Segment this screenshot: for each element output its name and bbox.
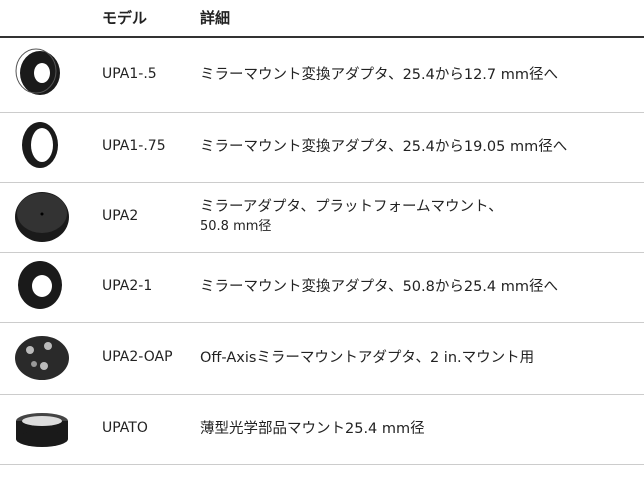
model-name: UPA2 xyxy=(102,208,139,224)
detail: 薄型光学部品マウント25.4 mm径 xyxy=(200,420,425,439)
product-image xyxy=(22,122,58,168)
detail-line: ミラーマウント変換アダプタ、25.4から19.05 mm径へ xyxy=(200,138,568,155)
detail: Off-Axisミラーマウントアダプタ、2 in.マウント用 xyxy=(200,349,534,368)
column-header: モデル xyxy=(102,9,148,27)
table-row: UPA1-.75 ミラーマウント変換アダプタ、25.4から19.05 mm径へ xyxy=(0,112,644,183)
table-row: UPA2-1 ミラーマウント変換アダプタ、50.8から25.4 mm径へ xyxy=(0,252,644,323)
detail-line: ミラーアダプタ、プラットフォームマウント、 xyxy=(200,199,503,215)
model-name: UPA2-OAP xyxy=(102,349,173,365)
detail: ミラーマウント変換アダプタ、50.8から25.4 mm径へ xyxy=(200,278,558,297)
detail-line: ミラーマウント変換アダプタ、25.4から12.7 mm径へ xyxy=(200,66,558,83)
product-image xyxy=(18,261,62,309)
table-row: UPA2 ミラーアダプタ、プラットフォームマウント、 50.8 mm径 xyxy=(0,182,644,253)
table-row: UPATO 薄型光学部品マウント25.4 mm径 xyxy=(0,394,644,465)
product-image xyxy=(15,48,60,95)
product-image xyxy=(16,413,68,447)
detail: ミラーアダプタ、プラットフォームマウント、 50.8 mm径 xyxy=(200,198,503,236)
detail-line: Off-Axisミラーマウントアダプタ、2 in.マウント用 xyxy=(200,349,535,366)
detail-line: ミラーマウント変換アダプタ、50.8から25.4 mm径へ xyxy=(200,278,558,295)
header-rule xyxy=(0,36,644,38)
detail: ミラーマウント変換アダプタ、25.4から12.7 mm径へ xyxy=(200,66,558,85)
model-name: UPATO xyxy=(102,420,148,436)
model-name: UPA1-.5 xyxy=(102,66,157,82)
column-header: 詳細 xyxy=(200,9,231,27)
product-image xyxy=(15,336,69,380)
table-row: UPA1-.5 ミラーマウント変換アダプタ、25.4から12.7 mm径へ xyxy=(0,38,644,113)
model-name: UPA1-.75 xyxy=(102,138,166,154)
product-image xyxy=(15,192,69,242)
table-row: UPA2-OAP Off-Axisミラーマウントアダプタ、2 in.マウント用 xyxy=(0,322,644,395)
detail-line: 薄型光学部品マウント25.4 mm径 xyxy=(200,420,425,437)
detail-line: 50.8 mm径 xyxy=(200,219,272,234)
model-name: UPA2-1 xyxy=(102,278,153,294)
detail: ミラーマウント変換アダプタ、25.4から19.05 mm径へ xyxy=(200,138,567,157)
